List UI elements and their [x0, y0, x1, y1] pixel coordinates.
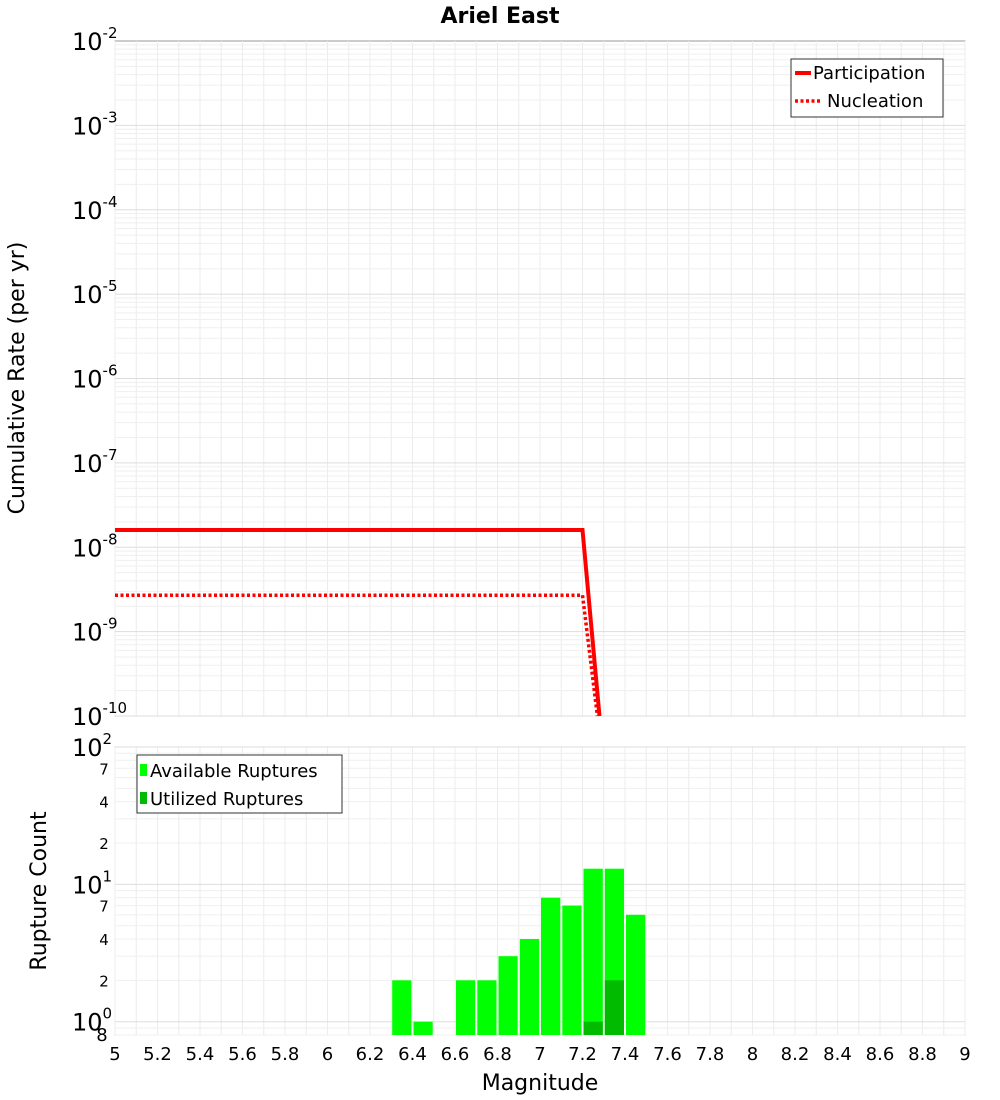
x-tick-label: 7.4 [611, 1044, 640, 1065]
legend-utilized-label: Utilized Ruptures [150, 789, 303, 810]
available-ruptures-bar [477, 980, 497, 1035]
top-y-axis-label: Cumulative Rate (per yr) [5, 242, 30, 515]
top-y-tick-label: 10-9 [72, 615, 118, 647]
available-ruptures-bar [456, 980, 476, 1035]
bottom-y-tick-label: 4 [99, 931, 109, 949]
x-tick-label: 8.6 [866, 1044, 895, 1065]
x-tick-label: 8.4 [823, 1044, 852, 1065]
top-y-tick-label: 10-8 [72, 530, 118, 562]
top-y-tick-label: 10-6 [72, 362, 118, 394]
x-tick-label: 5.8 [271, 1044, 300, 1065]
x-tick-label: 5.4 [186, 1044, 215, 1065]
x-tick-label: 6 [322, 1044, 333, 1065]
x-tick-label: 6.4 [398, 1044, 427, 1065]
available-ruptures-bar [498, 956, 518, 1035]
chart-title: Ariel East [440, 4, 560, 29]
available-ruptures-bar [392, 980, 412, 1035]
x-tick-label: 6.2 [356, 1044, 385, 1065]
x-tick-label: 7.6 [653, 1044, 682, 1065]
bottom-legend: Available Ruptures Utilized Ruptures [136, 754, 343, 814]
x-tick-label: 8 [747, 1044, 758, 1065]
series-participation-line [115, 528, 602, 717]
available-ruptures-bar [541, 897, 561, 1035]
x-tick-label: 9 [959, 1044, 970, 1065]
bottom-y-tick-label: 2 [99, 972, 109, 990]
x-tick-label: 5.6 [228, 1044, 257, 1065]
legend-participation-label: Participation [813, 63, 925, 84]
utilized-ruptures-bar [583, 1021, 603, 1035]
available-ruptures-bar [413, 1021, 433, 1035]
top-y-tick-label: 10-3 [72, 108, 118, 140]
x-tick-label: 6.6 [441, 1044, 470, 1065]
bottom-y-tick-label: 100 [72, 1005, 112, 1037]
top-y-tick-label: 10-10 [72, 699, 127, 731]
bottom-y-tick-label: 4 [99, 794, 109, 812]
legend-available-label: Available Ruptures [150, 761, 318, 782]
x-tick-label: 7.2 [568, 1044, 597, 1065]
x-tick-label: 7 [534, 1044, 545, 1065]
bottom-y-axis-label: Rupture Count [27, 811, 52, 971]
top-y-tick-label: 10-2 [72, 24, 118, 56]
top-y-tick-label: 10-5 [72, 277, 118, 309]
top-legend: Participation Nucleation [790, 58, 944, 118]
bottom-y-tick-label: 101 [72, 867, 112, 899]
x-tick-label: 8.2 [781, 1044, 810, 1065]
bottom-y-tick-label: 7 [99, 760, 109, 778]
available-ruptures-bar [626, 914, 646, 1035]
available-ruptures-bar [583, 868, 603, 1035]
bottom-y-tick-label: 2 [99, 835, 109, 853]
top-y-tick-label: 10-7 [72, 446, 118, 478]
legend-nucleation-label: Nucleation [827, 91, 923, 112]
bottom-y-tick-label: 8 [96, 1025, 107, 1046]
bottom-y-tick-label: 7 [99, 898, 109, 916]
series-nucleation-line [115, 593, 600, 717]
x-tick-label: 5.2 [143, 1044, 172, 1065]
available-ruptures-bar [519, 939, 540, 1035]
x-tick-label: 5 [109, 1044, 120, 1065]
x-tick-label: 7.8 [696, 1044, 725, 1065]
x-axis-label: Magnitude [482, 1071, 599, 1096]
legend-utilized-swatch [140, 792, 147, 804]
utilized-ruptures-bar [604, 980, 624, 1035]
x-tick-label: 8.8 [908, 1044, 937, 1065]
bottom-y-tick-label: 102 [72, 730, 112, 762]
available-ruptures-bar [562, 905, 582, 1035]
legend-available-swatch [140, 764, 147, 776]
top-y-tick-label: 10-4 [72, 193, 118, 225]
x-tick-label: 6.8 [483, 1044, 512, 1065]
